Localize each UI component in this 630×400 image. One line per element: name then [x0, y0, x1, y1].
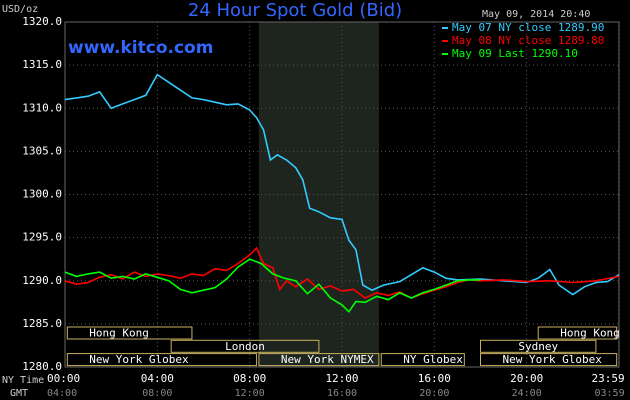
session-label: Hong Kong — [89, 327, 149, 340]
legend-label: May 08 NY close 1289.80 — [452, 34, 604, 47]
y-tick-label: 1315.0 — [22, 58, 62, 71]
session-bar — [258, 353, 380, 367]
y-tick-label: 1300.0 — [22, 188, 62, 201]
series-line — [64, 73, 620, 296]
session-label: New York Globex — [503, 353, 603, 366]
session-label: London — [225, 340, 265, 353]
session-bar — [537, 326, 618, 340]
chart-title: 24 Hour Spot Gold (Bid) — [188, 0, 402, 21]
plot-frame — [64, 21, 620, 368]
y-tick-label: 1295.0 — [22, 231, 62, 244]
session-label: Hong Kong — [560, 327, 620, 340]
unit-label: USD/oz — [2, 4, 38, 15]
y-tick-label: 1310.0 — [22, 101, 62, 114]
x2-tick-label: 16:00 — [327, 388, 357, 399]
site-label: www.kitco.com — [68, 38, 213, 58]
session-label: NY Globex — [403, 353, 463, 366]
x-tick-label: 16:00 — [418, 372, 451, 385]
x-tick-label: 23:59 — [591, 372, 624, 385]
series-line — [64, 258, 481, 314]
x2-tick-label: 24:00 — [512, 388, 542, 399]
legend-label: May 07 NY close 1289.90 — [452, 21, 604, 34]
session-label: Sydney — [518, 340, 558, 353]
session-bar — [66, 326, 193, 340]
x-axis-label: NY Time — [2, 375, 44, 386]
x-tick-label: 00:00 — [47, 372, 80, 385]
x2-tick-label: 12:00 — [235, 388, 265, 399]
timestamp: May 09, 2014 20:40 — [482, 9, 590, 20]
x2-axis-label: GMT — [10, 388, 28, 399]
x2-tick-label: 20:00 — [419, 388, 449, 399]
shaded-session — [258, 22, 379, 367]
x-tick-label: 08:00 — [233, 372, 266, 385]
y-tick-label: 1305.0 — [22, 144, 62, 157]
x-tick-label: 20:00 — [510, 372, 543, 385]
y-tick-label: 1290.0 — [22, 274, 62, 287]
session-bar — [380, 353, 465, 367]
x-tick-label: 12:00 — [325, 372, 358, 385]
session-bar — [480, 353, 618, 367]
plot-background — [258, 22, 379, 367]
y-tick-label: 1320.0 — [22, 15, 62, 28]
x2-tick-label: 04:00 — [47, 388, 77, 399]
session-bar — [66, 353, 258, 367]
x2-tick-label: 03:59 — [594, 388, 624, 399]
session-bar — [170, 339, 320, 353]
session-label: New York Globex — [89, 353, 189, 366]
x-tick-label: 04:00 — [141, 372, 174, 385]
session-bar — [480, 339, 597, 353]
y-tick-label: 1280.0 — [22, 360, 62, 373]
legend-label: May 09 Last 1290.10 — [452, 47, 578, 60]
x2-tick-label: 08:00 — [142, 388, 172, 399]
session-label: New York NYMEX — [281, 353, 374, 366]
y-tick-label: 1285.0 — [22, 317, 62, 330]
